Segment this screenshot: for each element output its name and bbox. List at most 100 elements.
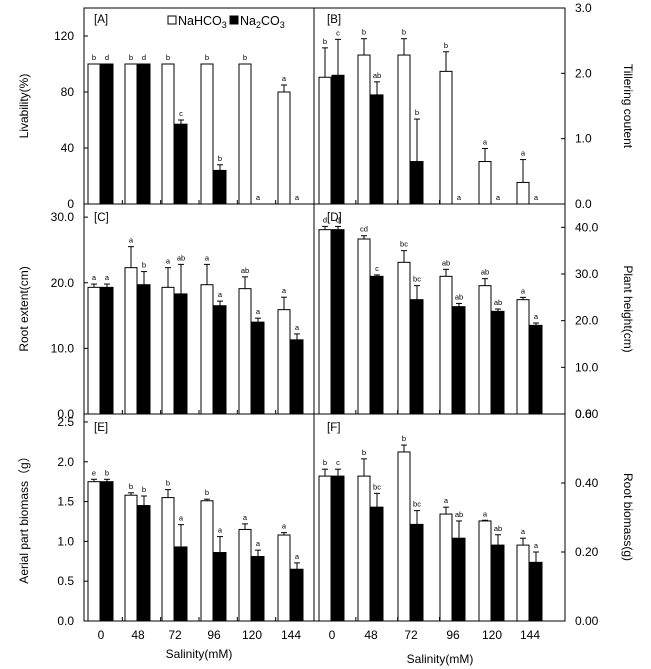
bar-f-nahco3-144 (516, 544, 530, 622)
bar-d-nahco3-144 (516, 299, 530, 415)
bar-f-na2co3-120 (491, 544, 505, 622)
sig-label-f-nahco3-144: a (521, 527, 526, 536)
legend: NaHCO3 Na2CO3 (167, 14, 285, 30)
sig-label-e-na2co3-144: a (295, 552, 300, 561)
sig-label-d-na2co3-0: d (336, 215, 340, 224)
sig-label-f-na2co3-144: a (534, 541, 539, 550)
sig-label-c-na2co3-144: a (295, 323, 300, 332)
bar-d-nahco3-120 (478, 285, 492, 415)
bar-b-nahco3-120 (478, 161, 492, 205)
sig-label-b-nahco3-48: b (362, 28, 366, 37)
bar-e-nahco3-72 (161, 497, 175, 622)
bar-d-nahco3-0 (318, 229, 332, 415)
panel-a-ytick-label: 120 (54, 29, 74, 43)
panel-b-label: [B] (327, 14, 341, 26)
panel-f-xtick-label: 144 (520, 628, 540, 642)
sig-label-d-nahco3-144: a (521, 286, 526, 295)
sig-label-c-na2co3-72: ab (177, 253, 185, 262)
panel-e-ytick-label: 0.5 (57, 574, 74, 588)
panel-a-ytick-label: 40 (61, 141, 75, 155)
sig-label-a-nahco3-0: b (92, 53, 96, 62)
sig-label-e-nahco3-144: a (282, 522, 287, 531)
bar-e-nahco3-0 (87, 481, 101, 622)
panel-e-ytick-label: 1.0 (57, 534, 74, 548)
panel-b-ytick-label: 3.0 (575, 1, 592, 15)
bar-f-nahco3-72 (397, 451, 411, 622)
panel-b-ytick-label: 2.0 (575, 66, 592, 80)
sig-label-d-na2co3-96: ab (455, 292, 463, 301)
bar-a-nahco3-72 (161, 63, 175, 205)
bar-a-nahco3-0 (87, 63, 101, 205)
bar-a-na2co3-96 (213, 169, 227, 205)
sig-label-c-nahco3-48: a (129, 236, 134, 245)
sig-label-a-na2co3-96: b (218, 154, 222, 163)
sig-label-d-na2co3-144: a (534, 312, 539, 321)
bar-a-na2co3-72 (174, 123, 188, 205)
bar-c-na2co3-120 (251, 321, 265, 415)
panel-e-xtick-label: 96 (207, 628, 221, 642)
panel-f-xtick-label: 120 (482, 628, 502, 642)
bar-d-na2co3-72 (410, 299, 424, 415)
bar-d-nahco3-48 (357, 238, 371, 415)
sig-label-a-na2co3-144: a (295, 193, 300, 202)
bar-a-nahco3-96 (200, 63, 214, 205)
sig-label-f-na2co3-48: bc (373, 482, 381, 491)
sig-label-f-nahco3-0: b (323, 458, 327, 467)
panel-b-plot: 0.0 1.0 2.0 3.0 b b b b a a c ab b a a a (318, 1, 592, 211)
bar-e-na2co3-120 (251, 556, 265, 622)
panel-b-ytick-label: 0.0 (575, 197, 592, 211)
bar-a-nahco3-120 (238, 63, 252, 205)
panel-f-ytick-label: 0.20 (575, 545, 599, 559)
panel-f-xtick-label: 96 (446, 628, 460, 642)
sig-label-a-na2co3-48: d (142, 53, 146, 62)
panel-a-ytick-label: 80 (61, 85, 75, 99)
panel-e-xtick-label: 72 (168, 628, 182, 642)
sig-label-f-nahco3-72: b (402, 434, 406, 443)
bar-b-na2co3-48 (370, 94, 384, 205)
panel-f-xtick-label: 48 (364, 628, 378, 642)
legend-swatch-nahco3 (167, 15, 177, 25)
panel-d-ytick-label: 30.0 (575, 267, 599, 281)
bar-e-na2co3-48 (137, 505, 151, 622)
sig-label-c-nahco3-72: a (166, 257, 171, 266)
panel-e-ylabel: Aerial part biomass（g） (17, 450, 31, 583)
bar-c-nahco3-120 (238, 288, 252, 415)
sig-label-e-nahco3-72: b (166, 479, 170, 488)
sig-label-c-nahco3-120: ab (241, 266, 249, 275)
bar-f-nahco3-48 (357, 475, 371, 622)
bar-f-na2co3-96 (452, 537, 466, 622)
panel-f-label: [F] (327, 422, 340, 434)
sig-label-b-na2co3-72: b (415, 108, 419, 117)
sig-label-b-nahco3-96: b (444, 41, 448, 50)
bar-e-na2co3-0 (100, 481, 114, 622)
bar-f-na2co3-72 (410, 523, 424, 622)
panel-c-ytick-label: 20.0 (51, 276, 75, 290)
bar-d-na2co3-48 (370, 275, 384, 415)
sig-label-d-nahco3-96: ab (442, 258, 450, 267)
panel-e-ytick-label: 1.5 (57, 495, 74, 509)
sig-label-e-nahco3-0: e (92, 468, 96, 477)
sig-label-a-nahco3-72: b (166, 53, 170, 62)
bar-c-na2co3-0 (100, 286, 114, 415)
sig-label-a-na2co3-120: a (256, 193, 261, 202)
sig-label-d-nahco3-72: bc (400, 240, 408, 249)
sig-label-a-nahco3-96: b (205, 53, 209, 62)
sig-label-b-nahco3-144: a (521, 149, 526, 158)
bar-c-na2co3-144 (290, 339, 304, 415)
sig-label-e-nahco3-120: a (243, 513, 248, 522)
panel-c-ytick-label: 0.0 (57, 407, 74, 421)
sig-label-b-na2co3-0: c (336, 28, 340, 37)
panel-a-plot: 0 40 80 120 b b b b b a d d c b a a (54, 29, 300, 211)
legend-label-na2co3: Na2CO3 (240, 14, 285, 30)
bar-c-nahco3-72 (161, 286, 175, 415)
sig-label-d-na2co3-48: c (375, 264, 379, 273)
bar-b-nahco3-0 (318, 76, 332, 205)
bar-c-nahco3-96 (200, 284, 214, 415)
panel-d-label: [D] (327, 212, 342, 224)
panel-e-ytick-label: 2.0 (57, 455, 74, 469)
sig-label-b-na2co3-120: a (496, 193, 501, 202)
sig-label-d-na2co3-120: ab (494, 298, 502, 307)
